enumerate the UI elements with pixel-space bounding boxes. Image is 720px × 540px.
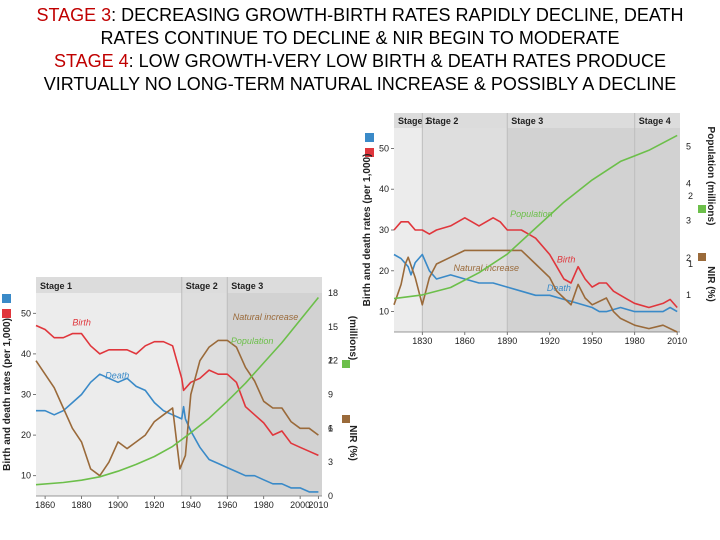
left-xtick-2010: 2010 (308, 500, 328, 510)
right-series-label-population: Population (510, 209, 553, 219)
right-stage-label-stage-4: Stage 4 (639, 116, 671, 126)
right-ytick-10: 10 (379, 307, 389, 317)
left-ylabel: Birth and death rates (per 1,000) (2, 318, 13, 471)
right-stage-label-stage-3: Stage 3 (511, 116, 543, 126)
left-ytick-20: 20 (21, 430, 31, 440)
title-line-2: RATES CONTINUE TO DECLINE & NIR BEGIN TO… (100, 28, 620, 48)
right-series-birth (393, 217, 678, 309)
left-pop-tick-6: 6 (328, 423, 333, 433)
right-series-label-death: Death (547, 283, 571, 293)
left-ytick-50: 50 (21, 308, 31, 318)
title-line-3: STAGE 4: LOW GROWTH-VERY LOW BIRTH & DEA… (0, 50, 720, 73)
left-series-label-population: Population (231, 336, 274, 346)
right-y2label-population: Population (millions) (705, 127, 716, 226)
right-xtick-1950: 1950 (582, 336, 602, 346)
left-band-stage-2 (181, 293, 228, 496)
right-nir-tick-1: 1 (688, 259, 693, 269)
left-y2label-population: (millions) (347, 316, 358, 360)
right-xtick-1890: 1890 (497, 336, 517, 346)
right-band-stage-3 (507, 128, 635, 332)
left-xtick-1880: 1880 (72, 500, 92, 510)
right-legend-birth-square (365, 148, 374, 157)
stage-4-text: : LOW GROWTH-VERY LOW BIRTH & DEATH RATE… (128, 51, 667, 71)
right-stage-label-stage-1: Stage 1 (398, 116, 430, 126)
right-stage-label-stage-2: Stage 2 (426, 116, 458, 126)
left-series-natural-increase (35, 339, 319, 477)
left-xtick-1960: 1960 (217, 500, 237, 510)
stage-3-label: STAGE 3 (36, 5, 112, 25)
left-legend-nir-square (342, 415, 350, 423)
left-ytick-10: 10 (21, 471, 31, 481)
left-series-death (36, 373, 319, 493)
right-pop-tick-2: 2 (686, 253, 691, 263)
left-xtick-1980: 1980 (254, 500, 274, 510)
left-xtick-1920: 1920 (144, 500, 164, 510)
right-legend-nir-square (698, 253, 706, 261)
left-xtick-1900: 1900 (108, 500, 128, 510)
left-xtick-2000: 2000 (290, 500, 310, 510)
left-stage-label-stage-1: Stage 1 (40, 281, 72, 291)
left-legend-death-square (2, 294, 11, 303)
chart-stage-3: Stage 1 Stage 2 Stage 3 10 20 30 40 50 0 3 6 9 12 15 1… (0, 268, 360, 518)
left-pop-tick-0: 0 (328, 491, 333, 501)
left-nir-tick-1: 1 (328, 423, 333, 433)
right-ytick-30: 30 (379, 225, 389, 235)
left-stage-label-stage-3: Stage 3 (231, 281, 263, 291)
left-series-population (35, 296, 320, 486)
left-xtick-1940: 1940 (181, 500, 201, 510)
title-line-4: VIRTUALLY NO LONG-TERM NATURAL INCREASE … (43, 74, 677, 94)
right-xtick-1920: 1920 (540, 336, 560, 346)
stage-3-text: : DECREASING GROWTH-BIRTH RATES RAPIDLY … (111, 5, 684, 25)
left-series-label-death: Death (105, 370, 129, 380)
left-pop-tick-18: 18 (328, 288, 338, 298)
right-ytick-20: 20 (379, 266, 389, 276)
right-nir-tick-2: 2 (688, 191, 693, 201)
right-pop-tick-5: 5 (686, 142, 691, 152)
right-y2label-nir: NIR (%) (705, 266, 716, 302)
right-pop-tick-1: 1 (686, 290, 691, 300)
right-ytick-50: 50 (379, 143, 389, 153)
right-series-death (393, 253, 678, 313)
left-series-birth (35, 324, 319, 457)
left-series-label-natural-increase: Natural increase (233, 312, 299, 322)
right-ylabel: Birth and death rates (per 1,000) (362, 154, 373, 307)
right-pop-tick-4: 4 (686, 179, 691, 189)
left-legend-birth-square (2, 309, 11, 318)
left-ytick-40: 40 (21, 349, 31, 359)
stage-4-label: STAGE 4 (53, 51, 129, 71)
left-pop-tick-9: 9 (328, 390, 333, 400)
right-stage-bar (394, 113, 680, 128)
left-stage-bar (36, 277, 322, 293)
left-stage-label-stage-2: Stage 2 (186, 281, 218, 291)
right-legend-population-square (698, 205, 706, 213)
right-xtick-1830: 1830 (412, 336, 432, 346)
right-ytick-40: 40 (379, 184, 389, 194)
left-xtick-1860: 1860 (35, 500, 55, 510)
right-pop-tick-3: 3 (686, 216, 691, 226)
chart-stage-3-svg: Stage 1 Stage 2 Stage 31020304050036912151… (2, 277, 358, 510)
left-nir-tick-2: 2 (328, 356, 333, 366)
right-series-population (393, 134, 678, 300)
right-xtick-1860: 1860 (455, 336, 475, 346)
right-band-stage-4 (634, 128, 680, 332)
right-legend-death-square (365, 133, 374, 142)
left-ytick-30: 30 (21, 390, 31, 400)
chart-stage-4: Stage 1 Stage 2 Stage 3 Stage 4 10 20 30 40 50 1 2… (358, 106, 720, 358)
left-pop-tick-12: 12 (328, 356, 338, 366)
right-xtick-2010: 2010 (667, 336, 687, 346)
left-series-label-birth: Birth (72, 317, 91, 327)
right-series-label-birth: Birth (557, 255, 576, 265)
left-pop-tick-15: 15 (328, 322, 338, 332)
title-line-1: STAGE 3: DECREASING GROWTH-BIRTH RATES R… (0, 4, 720, 27)
left-pop-tick-3: 3 (328, 457, 333, 467)
right-xtick-1980: 1980 (625, 336, 645, 346)
left-band-stage-3 (227, 293, 322, 496)
slide-title: STAGE 3: DECREASING GROWTH-BIRTH RATES R… (0, 4, 720, 96)
left-legend-population-square (342, 360, 350, 368)
left-y2label-nir: NIR (%) (347, 425, 358, 461)
